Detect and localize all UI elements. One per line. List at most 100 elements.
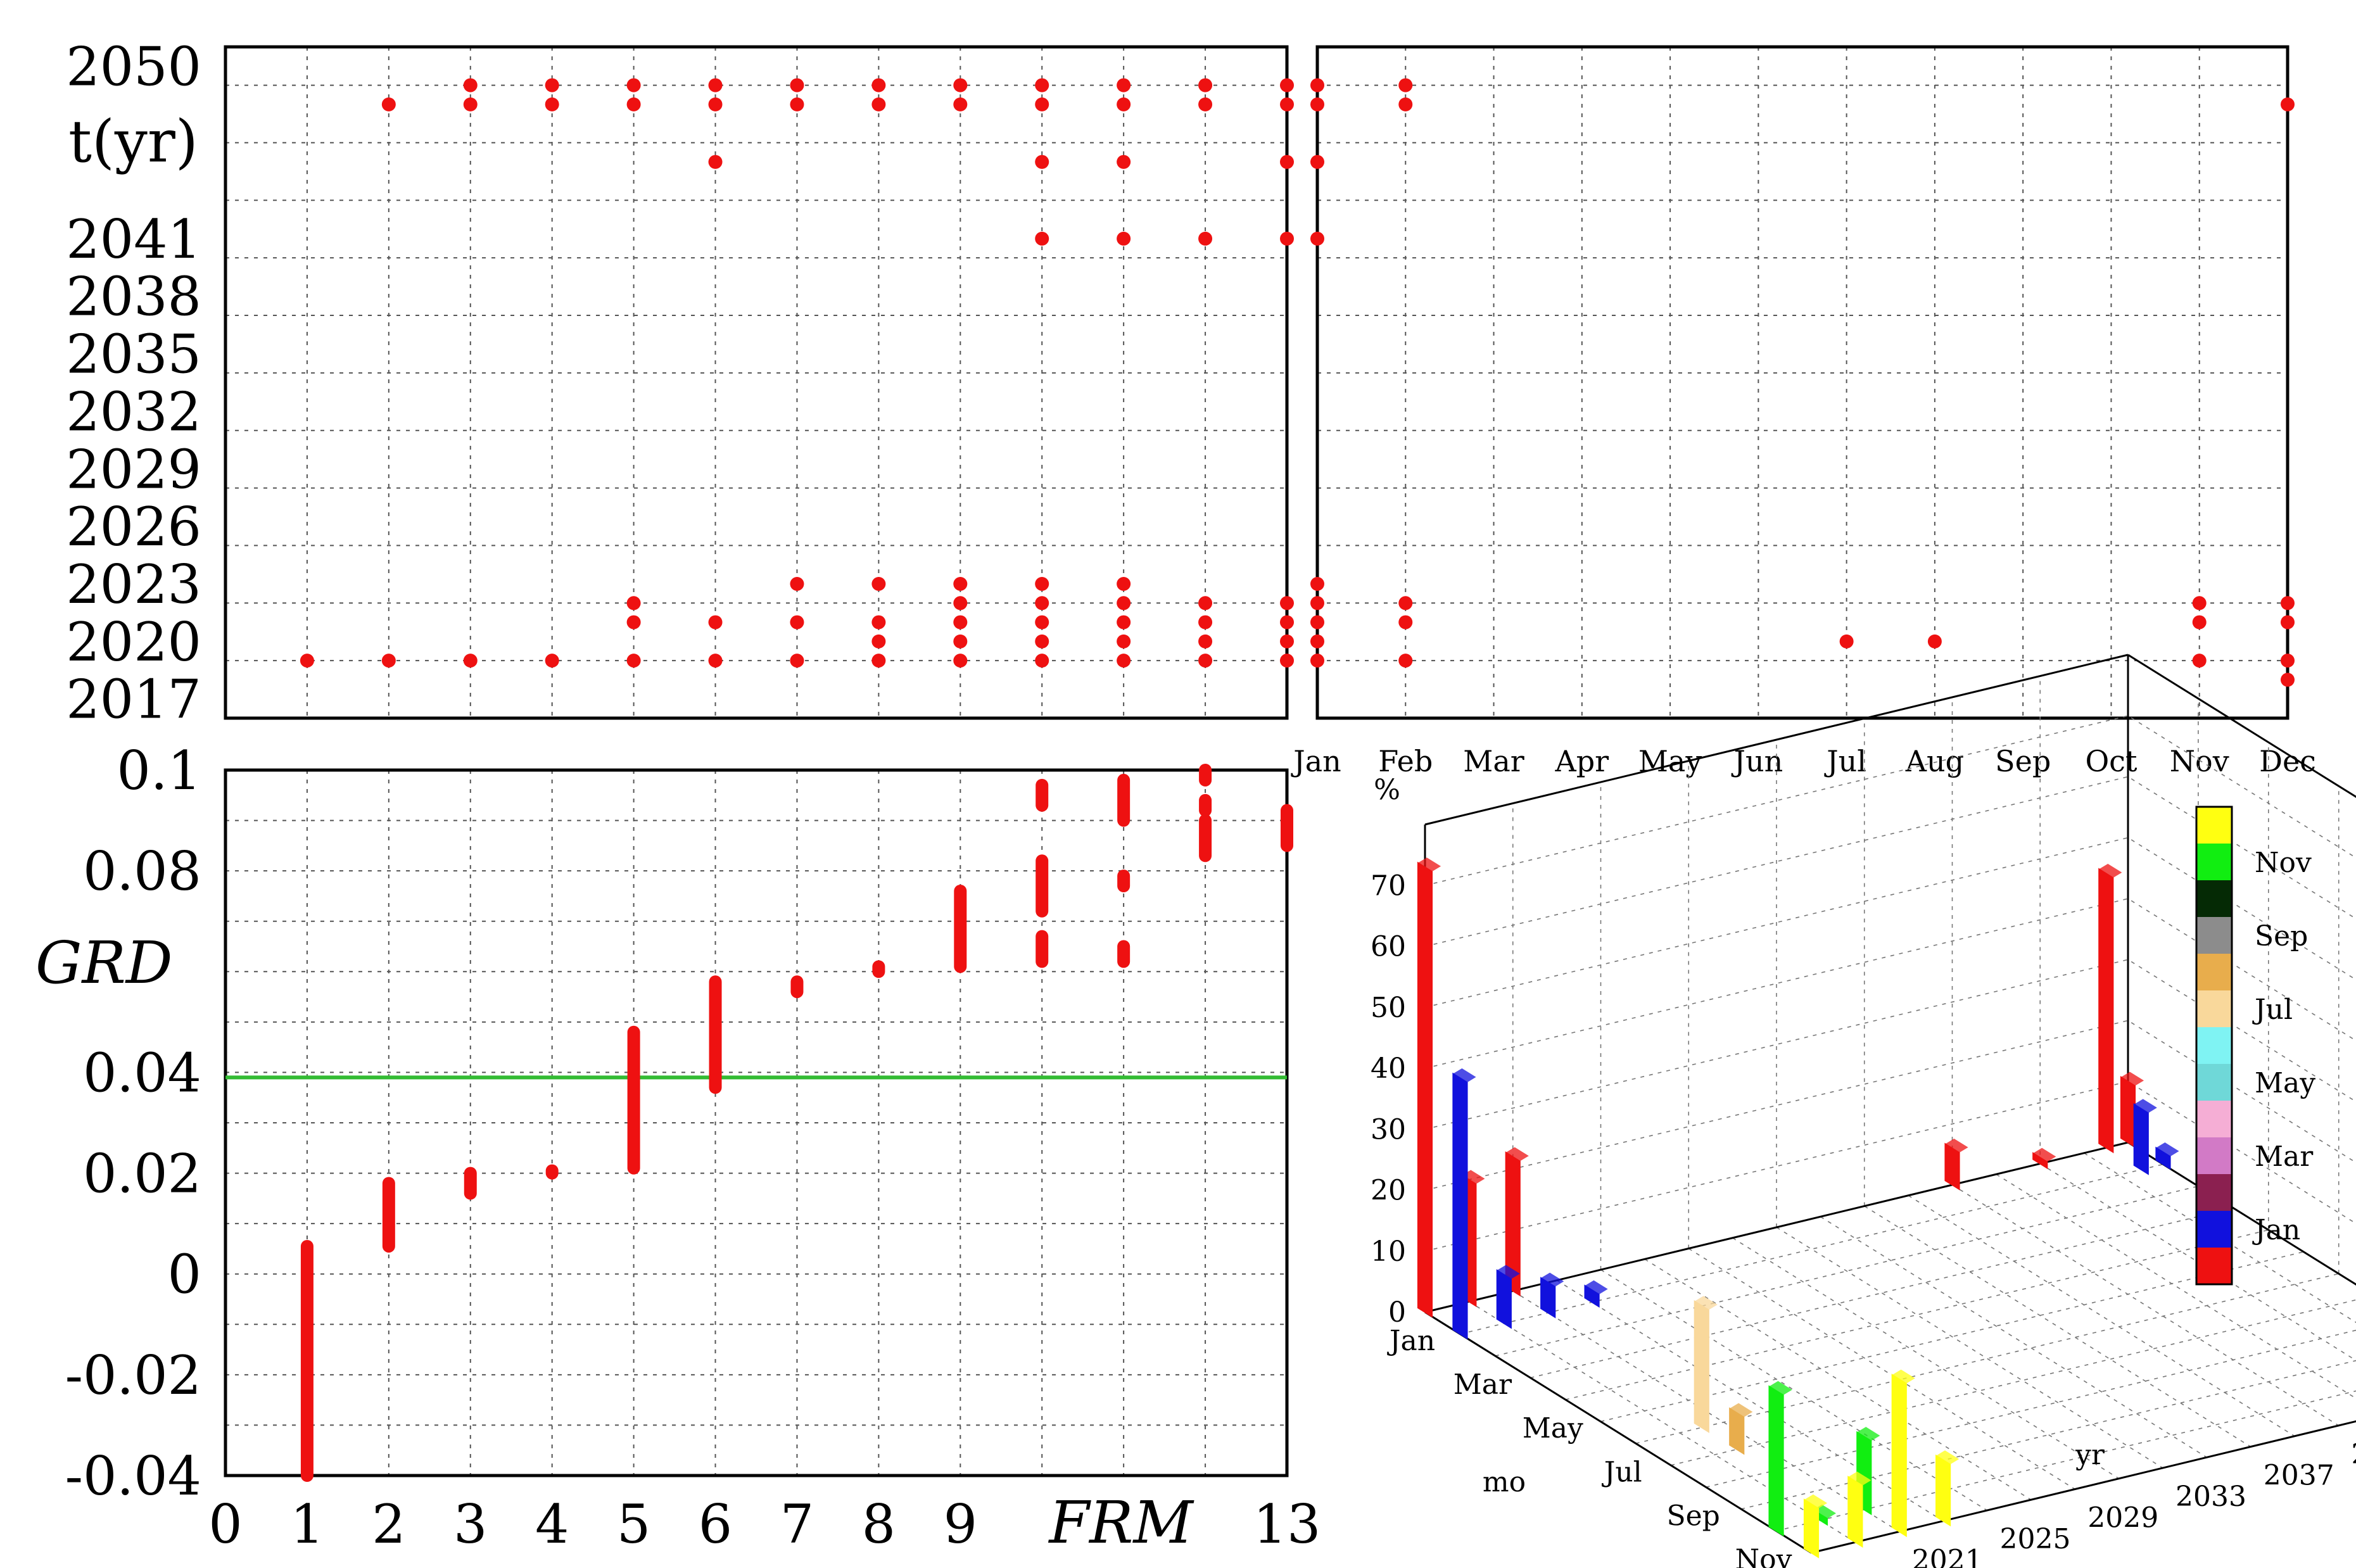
bar-3d bbox=[2098, 868, 2114, 1154]
data-point bbox=[1398, 654, 1413, 668]
x-tick-label: Dec bbox=[2259, 744, 2316, 778]
data-point bbox=[463, 654, 478, 668]
data-point bbox=[2192, 654, 2207, 668]
data-point bbox=[1280, 155, 1294, 169]
z-tick-label: 0 bbox=[1388, 1296, 1406, 1329]
x-tick-label: May bbox=[1638, 744, 1702, 778]
bar-3d-top bbox=[2099, 863, 2122, 878]
data-point bbox=[545, 78, 559, 92]
y-tick-label: 0.08 bbox=[83, 840, 201, 902]
floor-grid-y bbox=[1688, 1248, 2075, 1490]
x-tick-label: 1 bbox=[290, 1493, 324, 1555]
data-point bbox=[626, 78, 641, 92]
legend-swatch bbox=[2196, 844, 2232, 880]
data-point bbox=[1035, 155, 1049, 169]
data-point bbox=[545, 97, 559, 111]
data-point bbox=[626, 615, 641, 629]
y-axis-label: t(yr) bbox=[68, 108, 198, 175]
floor-grid-y bbox=[1600, 1269, 1987, 1511]
x-tick-label: Nov bbox=[1735, 1543, 1792, 1568]
y-tick-label: 2020 bbox=[66, 611, 201, 673]
x-tick-label: 0 bbox=[208, 1493, 242, 1555]
floor-grid-y bbox=[1864, 1205, 2252, 1448]
x-tick-label: 7 bbox=[780, 1493, 814, 1555]
legend-swatch bbox=[2196, 954, 2232, 990]
floor-grid-x bbox=[1460, 1163, 2163, 1335]
data-point bbox=[1398, 615, 1413, 629]
legend-swatch bbox=[2196, 917, 2232, 954]
data-point bbox=[871, 577, 886, 591]
legend-swatch bbox=[2196, 807, 2232, 844]
legend-swatch bbox=[2196, 1101, 2232, 1137]
data-point bbox=[1035, 231, 1049, 246]
data-point bbox=[1117, 596, 1131, 610]
y-tick-label: 2037 bbox=[2264, 1460, 2334, 1492]
bar-3d-top bbox=[1585, 1280, 1608, 1294]
data-point bbox=[1310, 78, 1324, 92]
bar-3d-top bbox=[1848, 1471, 1872, 1486]
x-tick-label: 6 bbox=[699, 1493, 732, 1555]
x-tick-label: 4 bbox=[535, 1493, 569, 1555]
axis-edge bbox=[2127, 654, 2356, 799]
floor-grid-y bbox=[1776, 1227, 2163, 1469]
bar-3d bbox=[1417, 861, 1433, 1318]
floor-grid-y bbox=[1732, 1237, 2120, 1479]
y-axis-label: GRD bbox=[35, 929, 173, 997]
x-tick-label: 2 bbox=[372, 1493, 405, 1555]
data-point bbox=[2281, 673, 2295, 687]
axis-edge bbox=[2127, 1141, 2356, 1286]
data-point bbox=[1117, 654, 1131, 668]
floor-grid-y bbox=[1908, 1195, 2295, 1437]
bar-3d-top bbox=[1804, 1494, 1828, 1508]
data-point bbox=[790, 78, 804, 92]
bar-3d-top bbox=[1694, 1296, 1718, 1310]
data-point bbox=[1117, 97, 1131, 111]
legend-label: Jan bbox=[2252, 1214, 2300, 1246]
y-tick-label: 2041 bbox=[2352, 1438, 2356, 1470]
bar-3d bbox=[1935, 1454, 1951, 1527]
legend-label: Jul bbox=[2252, 994, 2293, 1026]
data-point bbox=[790, 577, 804, 591]
data-point bbox=[1035, 615, 1049, 629]
data-point bbox=[1117, 231, 1131, 246]
y-tick-label: 2017 bbox=[66, 669, 201, 731]
x-tick-label: Jul bbox=[1824, 744, 1866, 778]
bar-3d-top bbox=[1730, 1403, 1753, 1417]
data-point bbox=[1198, 231, 1213, 246]
data-point bbox=[1035, 577, 1049, 591]
x-tick-label: 9 bbox=[944, 1493, 977, 1555]
x-tick-label: Jan bbox=[1291, 744, 1341, 778]
data-point bbox=[1035, 596, 1049, 610]
wall-grid-z bbox=[1424, 715, 2356, 887]
data-point bbox=[1280, 596, 1294, 610]
data-point bbox=[1310, 155, 1324, 169]
data-point bbox=[1117, 78, 1131, 92]
bar-3d bbox=[1496, 1269, 1512, 1329]
data-point bbox=[1310, 97, 1324, 111]
data-point bbox=[626, 97, 641, 111]
data-point bbox=[953, 615, 968, 629]
y-tick-label: 2041 bbox=[66, 208, 201, 270]
plot-frame bbox=[1315, 45, 2290, 720]
z-tick-label: 50 bbox=[1371, 992, 1406, 1024]
legend-swatch bbox=[2196, 1064, 2232, 1101]
data-point bbox=[871, 97, 886, 111]
data-point bbox=[463, 97, 478, 111]
data-point bbox=[1035, 78, 1049, 92]
data-point bbox=[1198, 634, 1213, 648]
legend-label: Nov bbox=[2255, 847, 2312, 879]
data-point bbox=[1117, 615, 1131, 629]
y-tick-label: -0.04 bbox=[65, 1445, 201, 1507]
data-point bbox=[953, 577, 968, 591]
bar-3d bbox=[2120, 1076, 2136, 1148]
bar-3d-top bbox=[1505, 1147, 1529, 1161]
y-tick-label: 2021 bbox=[1912, 1545, 1983, 1568]
data-point bbox=[1398, 97, 1413, 111]
x-axis-label: mo bbox=[1483, 1466, 1526, 1498]
x-tick-label: Mar bbox=[1463, 744, 1524, 778]
plot-percent-3d: 0 10 20 30 40 50 60 70% Jan Mar May Jul Sep Nov mo 2017… bbox=[1371, 654, 2356, 1568]
z-tick-label: 70 bbox=[1371, 869, 1406, 902]
data-point bbox=[708, 97, 723, 111]
floor-grid-x bbox=[1706, 1329, 2356, 1488]
